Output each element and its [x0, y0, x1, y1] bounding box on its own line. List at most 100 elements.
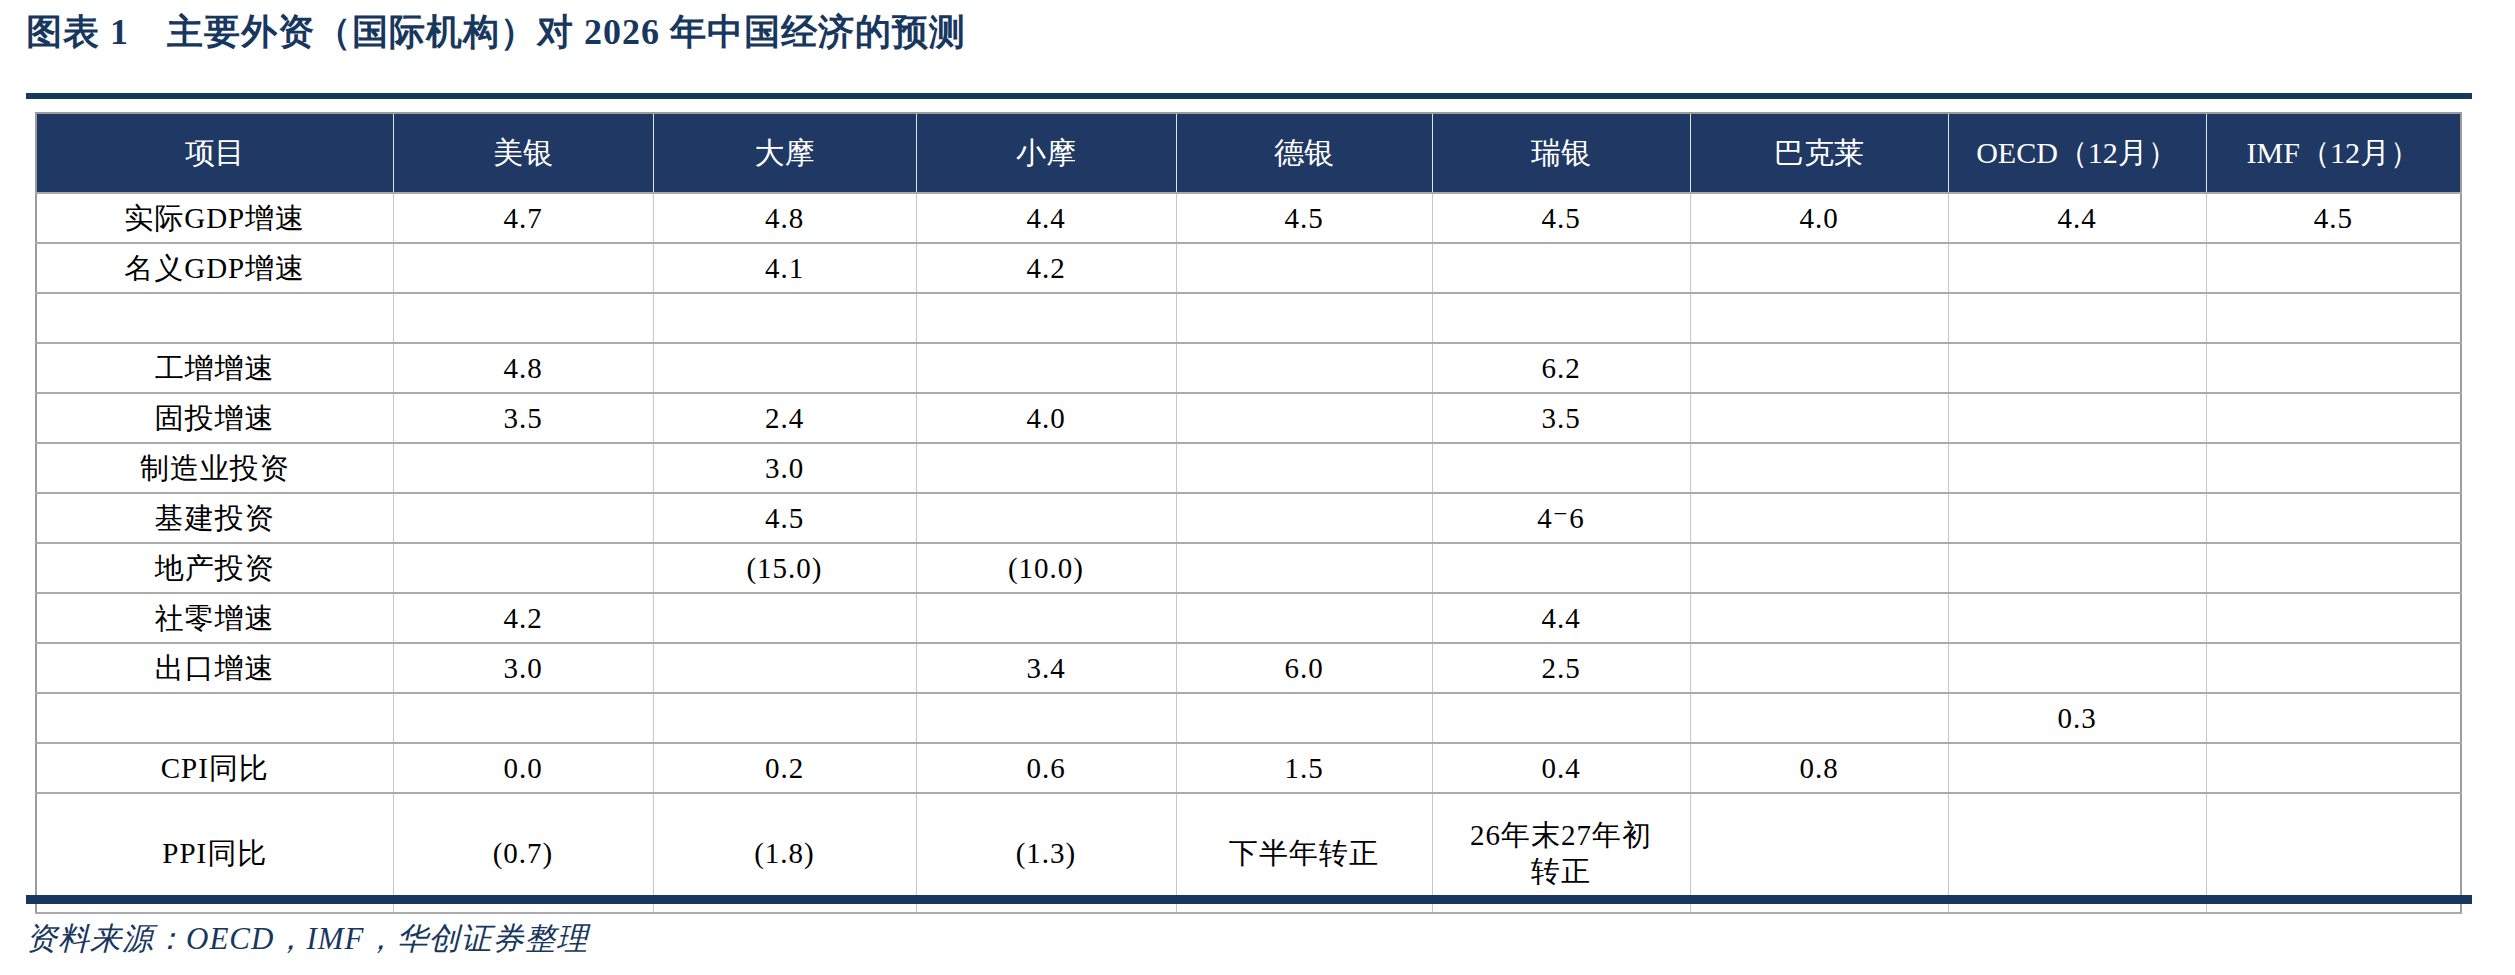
row-label — [36, 693, 393, 743]
table-cell — [1948, 493, 2206, 543]
table-cell — [1948, 443, 2206, 493]
table-cell — [1176, 243, 1432, 293]
column-header: 大摩 — [653, 113, 916, 193]
table-cell: 4.8 — [393, 343, 653, 393]
table-cell: 4.0 — [916, 393, 1176, 443]
table-cell — [2206, 393, 2461, 443]
table-cell: (10.0) — [916, 543, 1176, 593]
row-label: 固投增速 — [36, 393, 393, 443]
column-header: IMF（12月） — [2206, 113, 2461, 193]
table-cell — [1176, 393, 1432, 443]
table-row — [36, 293, 2461, 343]
table-row: 实际GDP增速4.74.84.44.54.54.04.44.5 — [36, 193, 2461, 243]
table-cell — [1690, 343, 1948, 393]
table-cell — [1690, 293, 1948, 343]
table-cell — [1948, 393, 2206, 443]
table-row: 制造业投资3.0 — [36, 443, 2461, 493]
table-cell — [1432, 693, 1690, 743]
table-cell: 0.6 — [916, 743, 1176, 793]
column-header: 美银 — [393, 113, 653, 193]
table-cell: 4.5 — [653, 493, 916, 543]
table-cell — [1948, 593, 2206, 643]
table-cell — [1690, 493, 1948, 543]
table-cell — [653, 693, 916, 743]
row-label: 实际GDP增速 — [36, 193, 393, 243]
table-cell — [1690, 643, 1948, 693]
table-cell: (15.0) — [653, 543, 916, 593]
table-cell: 1.5 — [1176, 743, 1432, 793]
row-label: 制造业投资 — [36, 443, 393, 493]
table-cell: 3.5 — [393, 393, 653, 443]
table-cell — [1948, 743, 2206, 793]
figure-title: 图表 1主要外资（国际机构）对 2026 年中国经济的预测 — [26, 8, 2476, 57]
table-cell: 4.4 — [1948, 193, 2206, 243]
table-cell: 2.4 — [653, 393, 916, 443]
table-cell — [2206, 743, 2461, 793]
row-label: 社零增速 — [36, 593, 393, 643]
table-cell — [1176, 443, 1432, 493]
table-row: 名义GDP增速4.14.2 — [36, 243, 2461, 293]
column-header: 小摩 — [916, 113, 1176, 193]
table-cell: 4.1 — [653, 243, 916, 293]
table-cell — [1948, 643, 2206, 693]
table-row: 地产投资(15.0)(10.0) — [36, 543, 2461, 593]
table-cell — [1690, 543, 1948, 593]
table-cell — [1690, 393, 1948, 443]
table-cell: 0.2 — [653, 743, 916, 793]
table-cell — [2206, 443, 2461, 493]
table-cell — [2206, 543, 2461, 593]
forecast-table: 项目美银大摩小摩德银瑞银巴克莱OECD（12月）IMF（12月） 实际GDP增速… — [35, 112, 2462, 914]
table-cell — [653, 643, 916, 693]
table-cell — [653, 293, 916, 343]
table-cell — [1690, 693, 1948, 743]
column-header: OECD（12月） — [1948, 113, 2206, 193]
table-cell: 6.0 — [1176, 643, 1432, 693]
table-row: 固投增速3.52.44.03.5 — [36, 393, 2461, 443]
table-cell: 4.5 — [1432, 193, 1690, 243]
table-cell: 4.0 — [1690, 193, 1948, 243]
table-cell — [393, 543, 653, 593]
table-cell — [916, 343, 1176, 393]
table-cell: 4⁻6 — [1432, 493, 1690, 543]
table-cell — [393, 693, 653, 743]
table-cell — [916, 593, 1176, 643]
row-label — [36, 293, 393, 343]
table-cell — [916, 693, 1176, 743]
source-note: 资料来源：OECD，IMF，华创证券整理 — [26, 918, 588, 960]
table-cell — [2206, 243, 2461, 293]
table-cell — [393, 493, 653, 543]
table-cell — [2206, 693, 2461, 743]
table-cell — [1948, 293, 2206, 343]
table-cell: 4.5 — [1176, 193, 1432, 243]
table-cell — [1948, 543, 2206, 593]
table-row: 基建投资4.54⁻6 — [36, 493, 2461, 543]
table-cell: 2.5 — [1432, 643, 1690, 693]
table-cell: 3.0 — [393, 643, 653, 693]
table-body: 实际GDP增速4.74.84.44.54.54.04.44.5名义GDP增速4.… — [36, 193, 2461, 913]
table-cell: 4.2 — [393, 593, 653, 643]
table-row: 出口增速3.03.46.02.5 — [36, 643, 2461, 693]
table-cell — [393, 443, 653, 493]
table-cell: 4.5 — [2206, 193, 2461, 243]
table-cell — [2206, 343, 2461, 393]
table-cell — [1690, 443, 1948, 493]
table-cell — [1176, 293, 1432, 343]
table-cell — [1948, 243, 2206, 293]
table-cell: 0.4 — [1432, 743, 1690, 793]
table-cell — [1432, 293, 1690, 343]
header-row: 项目美银大摩小摩德银瑞银巴克莱OECD（12月）IMF（12月） — [36, 113, 2461, 193]
table-cell: 4.7 — [393, 193, 653, 243]
table-cell — [1176, 593, 1432, 643]
column-header: 巴克莱 — [1690, 113, 1948, 193]
table-row: CPI同比0.00.20.61.50.40.8 — [36, 743, 2461, 793]
table-row: 0.3 — [36, 693, 2461, 743]
table-cell — [916, 493, 1176, 543]
row-label: 工增增速 — [36, 343, 393, 393]
table-cell: 4.2 — [916, 243, 1176, 293]
table-cell — [916, 293, 1176, 343]
figure-number-label: 图表 1 — [26, 12, 129, 52]
table-cell — [1690, 243, 1948, 293]
table-cell: 3.5 — [1432, 393, 1690, 443]
table-cell — [2206, 293, 2461, 343]
table-cell — [2206, 643, 2461, 693]
